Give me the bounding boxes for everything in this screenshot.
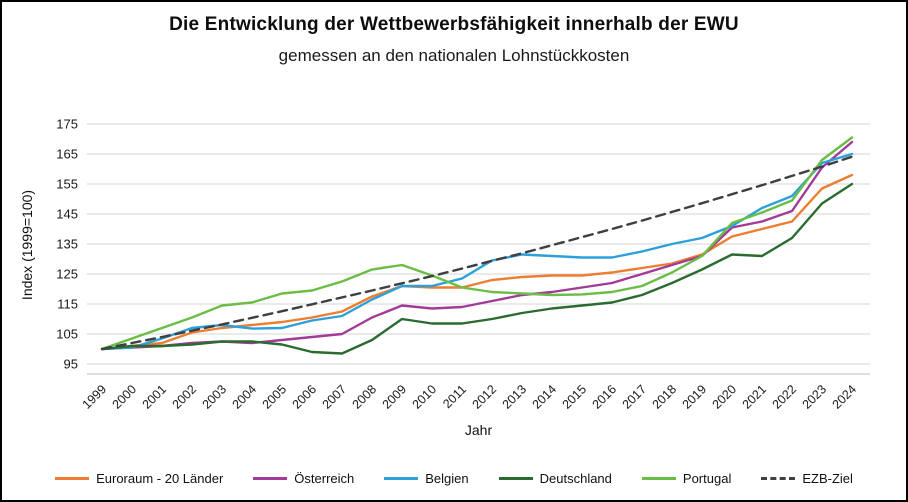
- y-tick-label: 165: [56, 147, 78, 162]
- legend-label: Belgien: [425, 471, 469, 486]
- x-tick-label: 2005: [260, 382, 290, 412]
- legend-item-ezb-ziel: EZB-Ziel: [761, 471, 853, 486]
- legend-swatch: [384, 477, 419, 480]
- x-tick-label: 2015: [560, 382, 590, 412]
- legend-label: Deutschland: [539, 471, 612, 486]
- x-tick-label: 2004: [230, 382, 260, 412]
- chart-subtitle: gemessen an den nationalen Lohnstückkost…: [278, 46, 630, 65]
- x-tick-label: 2017: [620, 382, 650, 412]
- x-tick-label: 2001: [140, 382, 170, 412]
- x-tick-label: 2021: [740, 382, 770, 412]
- x-tick-label: 2024: [830, 382, 860, 412]
- series-line-belgien: [100, 152, 854, 351]
- chart-title: Die Entwicklung der Wettbewerbsfähigkeit…: [169, 14, 739, 35]
- legend-item-euroraum-20-l-nder: Euroraum - 20 Länder: [55, 471, 223, 486]
- x-tick-label: 2000: [110, 382, 140, 412]
- y-axis-title: Index (1999=100): [19, 190, 35, 300]
- y-tick-label: 115: [57, 297, 78, 312]
- x-tick-label: 2009: [380, 382, 410, 412]
- series-line-deutschland: [100, 182, 854, 355]
- x-tick-label: 2008: [350, 382, 380, 412]
- legend-swatch: [498, 477, 533, 480]
- legend-item-belgien: Belgien: [384, 471, 469, 486]
- x-tick-label: 2020: [710, 382, 740, 412]
- x-tick-label: 2006: [290, 382, 320, 412]
- x-tick-label: 2007: [320, 382, 350, 412]
- legend-label: Portugal: [682, 471, 732, 486]
- legend-swatch: [641, 477, 676, 480]
- series-line--sterreich: [100, 140, 854, 351]
- x-tick-label: 2010: [410, 382, 440, 412]
- x-tick-label: 2014: [530, 382, 560, 412]
- x-tick-label: 2023: [800, 382, 830, 412]
- series-line-portugal: [100, 136, 854, 351]
- y-tick-label: 95: [64, 357, 78, 372]
- y-tick-label: 145: [56, 207, 78, 222]
- series-line-euroraum-20-l-nder: [100, 173, 854, 351]
- series-line-ezb-ziel: [100, 155, 854, 351]
- legend-swatch: [253, 477, 288, 480]
- x-tick-label: 2012: [470, 382, 500, 412]
- x-axis-title: Jahr: [465, 422, 493, 438]
- legend-item-portugal: Portugal: [641, 471, 732, 486]
- legend-item-deutschland: Deutschland: [498, 471, 612, 486]
- x-tick-label: 2011: [440, 382, 469, 411]
- chart-legend: Euroraum - 20 Länder Österreich Belgien Deu…: [2, 471, 906, 486]
- legend-swatch: [761, 477, 796, 480]
- y-tick-label: 175: [56, 117, 78, 132]
- x-tick-label: 2003: [200, 382, 230, 412]
- x-tick-label: 1999: [80, 382, 110, 412]
- x-tick-label: 2018: [650, 382, 680, 412]
- x-tick-label: 2002: [170, 382, 200, 412]
- legend-label: EZB-Ziel: [802, 471, 853, 486]
- y-tick-label: 135: [56, 237, 78, 252]
- legend-swatch: [55, 477, 90, 480]
- y-tick-label: 105: [56, 327, 78, 342]
- legend-item--sterreich: Österreich: [253, 471, 354, 486]
- x-tick-label: 2016: [590, 382, 620, 412]
- y-tick-label: 125: [56, 267, 78, 282]
- x-tick-label: 2022: [770, 382, 800, 412]
- x-tick-label: 2019: [680, 382, 710, 412]
- x-tick-label: 2013: [500, 382, 530, 412]
- y-tick-label: 155: [56, 177, 78, 192]
- legend-label: Österreich: [294, 471, 355, 486]
- legend-label: Euroraum - 20 Länder: [96, 471, 224, 486]
